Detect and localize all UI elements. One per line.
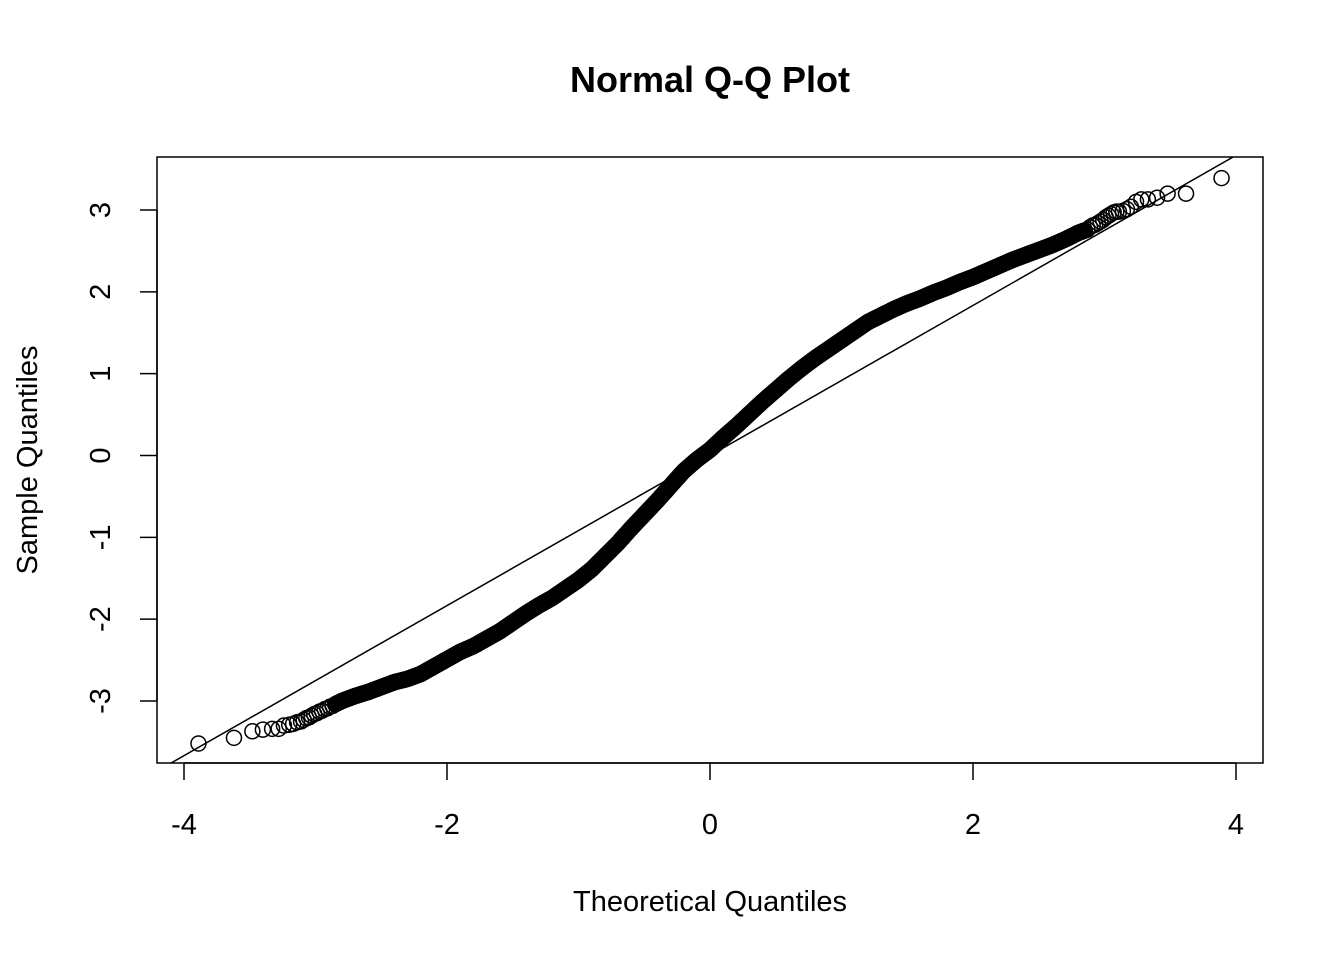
y-tick-label: 0	[85, 447, 117, 463]
data-point	[254, 721, 272, 738]
data-point	[225, 729, 243, 747]
data-point	[270, 720, 287, 738]
x-axis: -4 -2 0 2 4	[171, 762, 1244, 841]
y-tick-label: 1	[85, 366, 117, 382]
data-point	[1148, 189, 1166, 206]
y-axis: -3 -2 -1 0 1 2 3	[85, 202, 158, 714]
data-point	[263, 720, 281, 738]
chart-title: Normal Q-Q Plot	[570, 59, 850, 100]
y-tick-label: -3	[85, 688, 117, 714]
data-point	[1159, 185, 1176, 202]
x-axis-label: Theoretical Quantiles	[573, 886, 847, 918]
y-tick-label: -1	[85, 524, 117, 550]
data-point	[190, 735, 207, 752]
points-group	[190, 169, 1230, 752]
data-point	[292, 713, 310, 730]
data-point	[275, 717, 293, 734]
y-tick-label: 3	[85, 202, 117, 218]
y-axis-label: Sample Quantiles	[12, 346, 44, 575]
y-tick-label: -2	[85, 606, 117, 632]
x-tick-label: 4	[1228, 809, 1244, 841]
x-tick-label: -2	[434, 809, 460, 841]
x-tick-label: -4	[171, 809, 197, 841]
data-point	[1177, 185, 1195, 202]
x-tick-label: 2	[965, 809, 981, 841]
data-point	[1139, 191, 1157, 208]
data-point	[1133, 191, 1150, 208]
data-point	[244, 723, 261, 740]
y-tick-label: 2	[85, 284, 117, 300]
data-point	[1100, 207, 1117, 224]
data-point	[1213, 169, 1230, 187]
data-point	[300, 709, 318, 726]
x-tick-label: 0	[702, 809, 718, 841]
